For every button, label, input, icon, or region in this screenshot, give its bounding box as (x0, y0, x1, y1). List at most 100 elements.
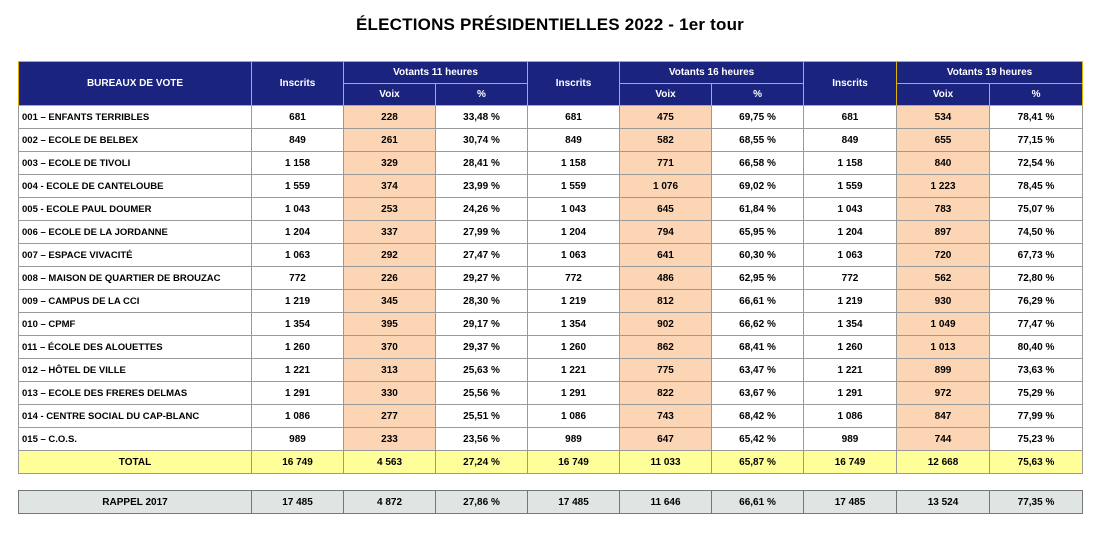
inscrits-19: 681 (803, 105, 898, 129)
inscrits-11: 1 260 (251, 335, 344, 359)
inscrits-19: 1 260 (803, 335, 898, 359)
pct-11: 30,74 % (434, 128, 529, 152)
inscrits-11: 1 063 (251, 243, 344, 267)
bureau-name: 001 – ENFANTS TERRIBLES (18, 105, 252, 129)
voix-16: 862 (619, 335, 713, 359)
inscrits-16: 1 204 (527, 220, 621, 244)
table-row: 007 – ESPACE VIVACITÉ 1 063 292 27,47 % … (18, 243, 1084, 267)
rappel-pct-11: 27,86 % (435, 490, 528, 514)
voix-19: 1 223 (896, 174, 991, 198)
inscrits-11: 1 221 (251, 358, 344, 382)
bureau-name: 012 – HÔTEL DE VILLE (18, 358, 252, 382)
pct-19: 67,73 % (989, 243, 1084, 267)
voix-19: 899 (896, 358, 991, 382)
voix-16: 1 076 (619, 174, 713, 198)
header-pct-16: % (711, 83, 805, 106)
inscrits-16: 1 158 (527, 151, 621, 175)
voix-19: 1 049 (896, 312, 991, 336)
voix-11: 226 (343, 266, 436, 290)
results-table: BUREAUX DE VOTE Inscrits Votants 11 heur… (18, 61, 1084, 474)
inscrits-16: 1 043 (527, 197, 621, 221)
header-votants-19: Votants 19 heures (896, 61, 1084, 84)
pct-19: 75,07 % (989, 197, 1084, 221)
rappel-voix-11: 4 872 (343, 490, 436, 514)
pct-19: 78,45 % (989, 174, 1084, 198)
total-label: TOTAL (18, 450, 252, 474)
voix-16: 645 (619, 197, 713, 221)
total-pct-11: 27,24 % (434, 450, 529, 474)
pct-16: 68,42 % (711, 404, 805, 428)
pct-11: 25,56 % (434, 381, 529, 405)
pct-11: 27,99 % (434, 220, 529, 244)
bureau-name: 007 – ESPACE VIVACITÉ (18, 243, 252, 267)
inscrits-11: 1 219 (251, 289, 344, 313)
voix-16: 822 (619, 381, 713, 405)
table-row: 003 – ECOLE DE TIVOLI 1 158 329 28,41 % … (18, 151, 1084, 175)
voix-19: 783 (896, 197, 991, 221)
voix-11: 253 (343, 197, 436, 221)
pct-11: 25,51 % (434, 404, 529, 428)
page-title: ÉLECTIONS PRÉSIDENTIELLES 2022 - 1er tou… (356, 15, 744, 34)
total-voix-11: 4 563 (343, 450, 436, 474)
table-row: 006 – ECOLE DE LA JORDANNE 1 204 337 27,… (18, 220, 1084, 244)
inscrits-19: 1 354 (803, 312, 898, 336)
inscrits-16: 1 559 (527, 174, 621, 198)
voix-11: 313 (343, 358, 436, 382)
voix-11: 277 (343, 404, 436, 428)
pct-19: 78,41 % (989, 105, 1084, 129)
bureau-name: 005 - ECOLE PAUL DOUMER (18, 197, 252, 221)
inscrits-11: 989 (251, 427, 344, 451)
table-row: 011 – ÉCOLE DES ALOUETTES 1 260 370 29,3… (18, 335, 1084, 359)
voix-11: 374 (343, 174, 436, 198)
table-row: 009 – CAMPUS DE LA CCI 1 219 345 28,30 %… (18, 289, 1084, 313)
inscrits-19: 1 291 (803, 381, 898, 405)
voix-19: 655 (896, 128, 991, 152)
voix-16: 794 (619, 220, 713, 244)
inscrits-19: 989 (803, 427, 898, 451)
inscrits-16: 1 086 (527, 404, 621, 428)
pct-19: 76,29 % (989, 289, 1084, 313)
pct-11: 27,47 % (434, 243, 529, 267)
bureau-name: 011 – ÉCOLE DES ALOUETTES (18, 335, 252, 359)
bureau-name: 006 – ECOLE DE LA JORDANNE (18, 220, 252, 244)
rappel-voix-16: 11 646 (619, 490, 712, 514)
inscrits-11: 681 (251, 105, 344, 129)
total-row: TOTAL 16 749 4 563 27,24 % 16 749 11 033… (18, 450, 1084, 474)
voix-19: 930 (896, 289, 991, 313)
bureau-name: 015 – C.O.S. (18, 427, 252, 451)
voix-11: 395 (343, 312, 436, 336)
inscrits-16: 1 291 (527, 381, 621, 405)
voix-16: 902 (619, 312, 713, 336)
pct-19: 77,47 % (989, 312, 1084, 336)
pct-19: 77,99 % (989, 404, 1084, 428)
pct-11: 23,56 % (434, 427, 529, 451)
pct-16: 60,30 % (711, 243, 805, 267)
voix-11: 329 (343, 151, 436, 175)
inscrits-11: 849 (251, 128, 344, 152)
voix-11: 345 (343, 289, 436, 313)
pct-19: 72,80 % (989, 266, 1084, 290)
bureau-name: 002 – ECOLE DE BELBEX (18, 128, 252, 152)
inscrits-11: 1 559 (251, 174, 344, 198)
header-votants-16: Votants 16 heures (619, 61, 805, 84)
inscrits-16: 1 260 (527, 335, 621, 359)
header-inscrits-11: Inscrits (251, 61, 344, 106)
inscrits-11: 1 086 (251, 404, 344, 428)
voix-16: 641 (619, 243, 713, 267)
inscrits-16: 1 219 (527, 289, 621, 313)
pct-19: 75,29 % (989, 381, 1084, 405)
pct-16: 63,67 % (711, 381, 805, 405)
voix-11: 228 (343, 105, 436, 129)
inscrits-11: 772 (251, 266, 344, 290)
inscrits-16: 681 (527, 105, 621, 129)
inscrits-16: 1 221 (527, 358, 621, 382)
table-row: 010 – CPMF 1 354 395 29,17 % 1 354 902 6… (18, 312, 1084, 336)
header-voix-11: Voix (343, 83, 436, 106)
bureau-name: 014 - CENTRE SOCIAL DU CAP-BLANC (18, 404, 252, 428)
header-pct-19: % (989, 83, 1084, 106)
inscrits-16: 849 (527, 128, 621, 152)
header-bureaux: BUREAUX DE VOTE (18, 61, 252, 106)
voix-16: 771 (619, 151, 713, 175)
total-voix-19: 12 668 (896, 450, 991, 474)
bureau-name: 013 – ECOLE DES FRERES DELMAS (18, 381, 252, 405)
